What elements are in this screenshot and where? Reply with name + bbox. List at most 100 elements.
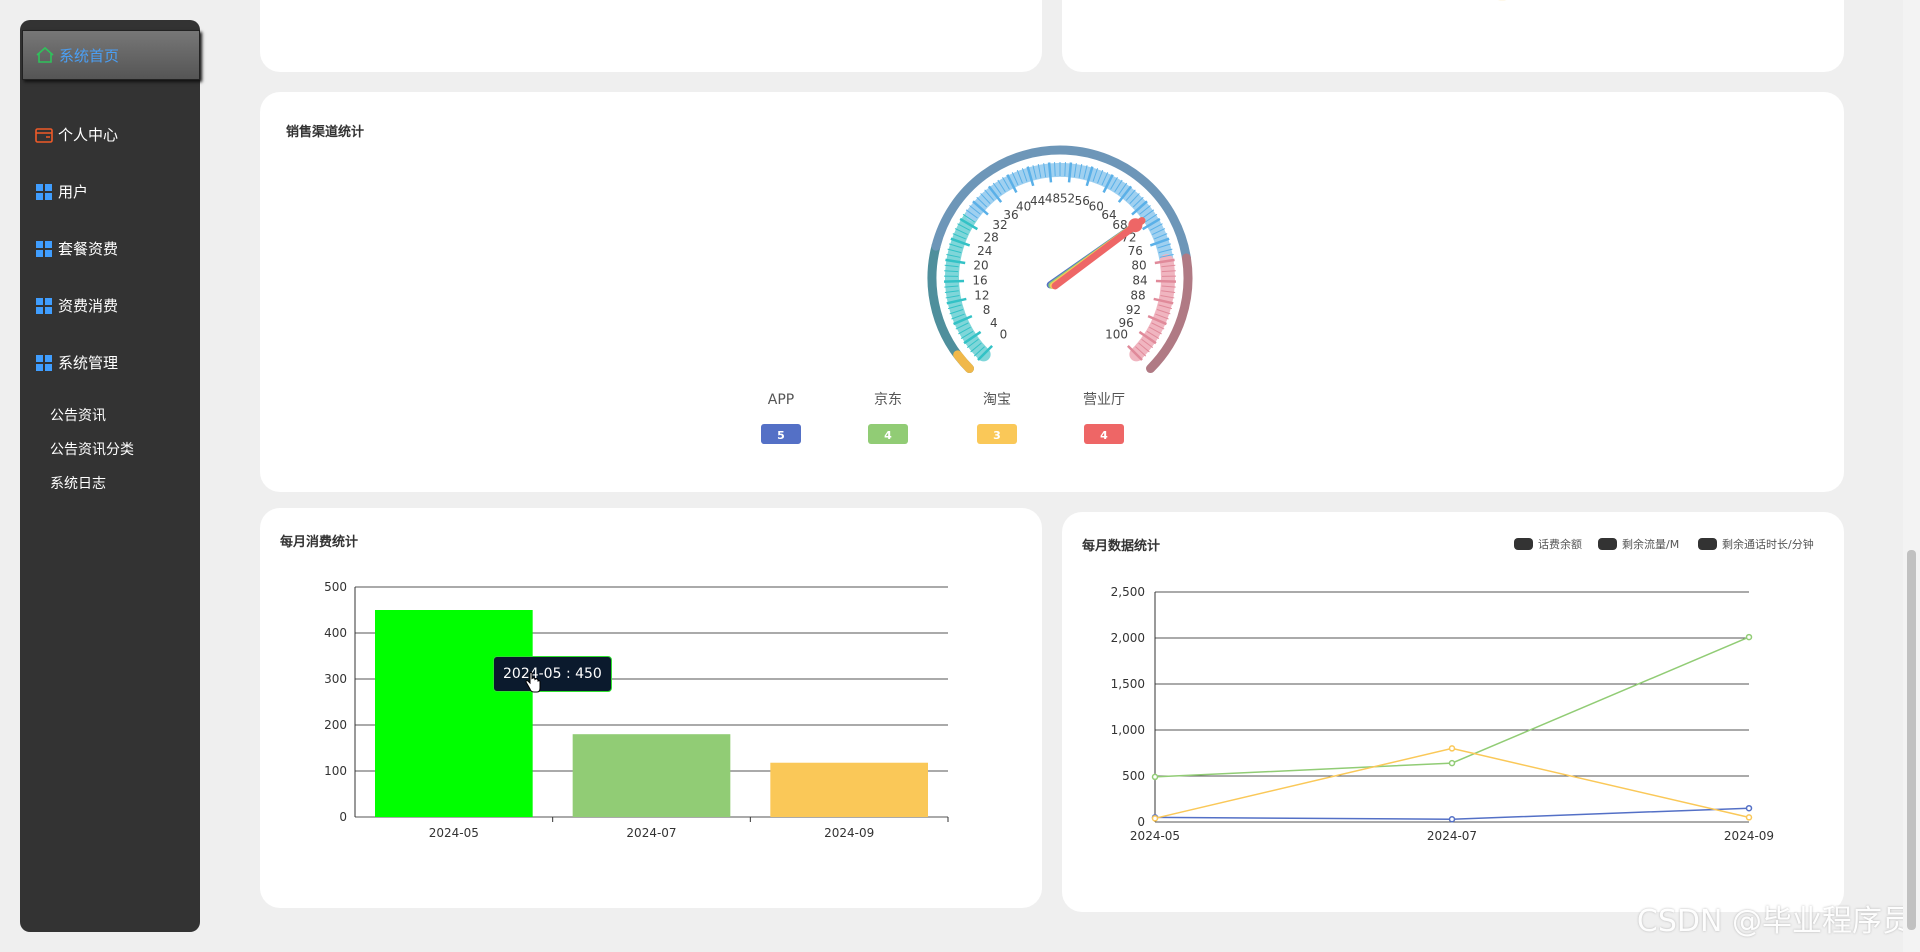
gauge-tick-label: 12 — [974, 288, 989, 302]
gauge-tick — [1152, 228, 1166, 236]
gauge-tick — [944, 290, 959, 294]
gauge-tick — [953, 314, 973, 326]
gauge-tick — [945, 258, 966, 265]
x-tick-label: 2024-07 — [626, 826, 676, 840]
gauge-tick — [1006, 174, 1018, 194]
legend-label: 剩余流量/M — [1622, 538, 1680, 551]
series-point — [1448, 815, 1456, 823]
sidebar-item-system[interactable]: 系统管理 — [34, 352, 118, 373]
card-title: 销售渠道统计 — [286, 125, 365, 140]
gauge-tick — [969, 205, 981, 215]
channel-name: APP — [768, 392, 794, 408]
gauge-tick — [1002, 176, 1010, 190]
gauge-tick-label: 44 — [1030, 194, 1045, 208]
top-right-card — [1062, 0, 1844, 72]
gauge-tick — [1083, 165, 1088, 179]
gauge-tick-label: 8 — [983, 303, 991, 317]
gauge-tick — [1026, 166, 1035, 187]
gauge-tick-label: 80 — [1131, 258, 1146, 272]
gauge-tick — [1147, 314, 1167, 326]
gauge-tick-label: 28 — [984, 230, 999, 244]
gauge-pointer — [1051, 217, 1146, 290]
gauge-tick — [1158, 248, 1173, 254]
gauge-tick — [946, 253, 961, 258]
gauge-tick — [1078, 163, 1083, 178]
sidebar-item-consumption[interactable]: 资费消费 — [34, 295, 118, 316]
gauge-tick-label: 48 — [1045, 191, 1060, 205]
scrollbar[interactable] — [1903, 0, 1920, 952]
gauge-tick — [1125, 189, 1136, 201]
y-tick-label: 0 — [1137, 815, 1145, 829]
y-tick-label: 2,000 — [1111, 631, 1145, 645]
channel-value: 5 — [777, 429, 785, 442]
x-tick-label: 2024-05 — [1130, 829, 1180, 843]
sidebar-subitem-notice[interactable]: 公告资讯 — [50, 408, 106, 424]
legend-item[interactable]: 剩余流量/M — [1598, 536, 1679, 552]
y-tick-label: 200 — [324, 718, 347, 732]
gauge-tick-label: 4 — [990, 316, 998, 330]
gauge-tick — [1149, 237, 1170, 247]
gauge-tick — [957, 223, 971, 231]
gauge-tick — [1129, 193, 1140, 204]
gauge-pointer-cap — [1128, 218, 1143, 233]
y-tick-label: 1,500 — [1111, 677, 1145, 691]
gauge-tick — [1160, 295, 1175, 299]
gauge-tick-label: 64 — [1101, 208, 1116, 222]
scrollbar-thumb[interactable] — [1907, 550, 1916, 930]
gauge-tick — [1064, 162, 1066, 177]
gauge-tick — [1156, 309, 1171, 315]
gauge-tick — [946, 297, 967, 305]
sidebar — [20, 20, 200, 932]
y-tick-label: 300 — [324, 672, 347, 686]
gauge-tick — [944, 264, 959, 268]
legend-item[interactable]: 话费余额 — [1514, 536, 1582, 552]
gauge-tick — [954, 228, 968, 236]
monthly-consumption-card: 每月消费统计 0 100 200 300 400 500 2024-05 2024-07 202… — [260, 508, 1042, 908]
channel-badge — [1084, 424, 1124, 444]
gauge-tick — [1011, 172, 1019, 186]
gauge-tick-label: 96 — [1119, 316, 1134, 330]
gauge-tick — [949, 309, 964, 315]
gauge-tick-label: 24 — [977, 244, 992, 258]
legend-swatch — [1698, 538, 1717, 550]
gauge-tick — [1138, 330, 1157, 345]
gauge-tick — [997, 179, 1006, 193]
sidebar-item-profile[interactable]: 个人中心 — [34, 124, 118, 145]
gauge-tick — [1154, 233, 1168, 240]
bar — [375, 610, 533, 817]
monthly-data-card: 每月数据统计 话费余额 剩余流量/M 剩余通话时长/分钟 0 500 1,000 1,… — [1062, 512, 1844, 912]
gauge-tick — [976, 196, 988, 208]
gauge-tick — [1142, 209, 1155, 219]
gauge-tick — [1158, 304, 1173, 310]
gauge-tick — [950, 237, 971, 247]
y-tick-label: 0 — [339, 810, 347, 824]
gauge-tick — [1154, 258, 1175, 265]
legend-item[interactable]: 剩余通话时长/分钟 — [1698, 536, 1814, 552]
sidebar-item-packages[interactable]: 套餐资费 — [34, 238, 118, 259]
sidebar-item-label: 用户 — [58, 183, 89, 201]
gauge-tick — [1097, 169, 1104, 184]
gauge-tick — [992, 182, 1002, 195]
gauge-tick — [1126, 344, 1143, 361]
hand-cursor-icon — [525, 672, 541, 693]
gauge-tick — [951, 313, 965, 320]
gauge-tick — [1085, 166, 1094, 187]
series-point — [1151, 773, 1159, 781]
legend-label: 话费余额 — [1538, 538, 1582, 551]
y-tick-label: 500 — [324, 580, 347, 594]
sidebar-item-label: 个人中心 — [58, 126, 119, 144]
bar — [572, 734, 731, 817]
sidebar-item-home[interactable]: 系统首页 — [22, 30, 200, 80]
gauge-tick-label: 20 — [973, 258, 988, 272]
x-tick-label: 2024-09 — [1724, 829, 1774, 843]
gauge-tick — [1073, 163, 1077, 178]
sidebar-item-label: 套餐资费 — [58, 240, 119, 258]
channel-badge — [977, 424, 1017, 444]
sidebar-subitem-log[interactable]: 系统日志 — [50, 476, 106, 492]
gauge-tick — [944, 270, 959, 273]
channel-name: 京东 — [874, 392, 902, 408]
sidebar-subitem-notice-category[interactable]: 公告资讯分类 — [50, 442, 134, 458]
sidebar-item-users[interactable]: 用户 — [34, 181, 88, 202]
gauge-tick — [980, 193, 991, 204]
pie-fragment — [1499, 0, 1504, 1]
